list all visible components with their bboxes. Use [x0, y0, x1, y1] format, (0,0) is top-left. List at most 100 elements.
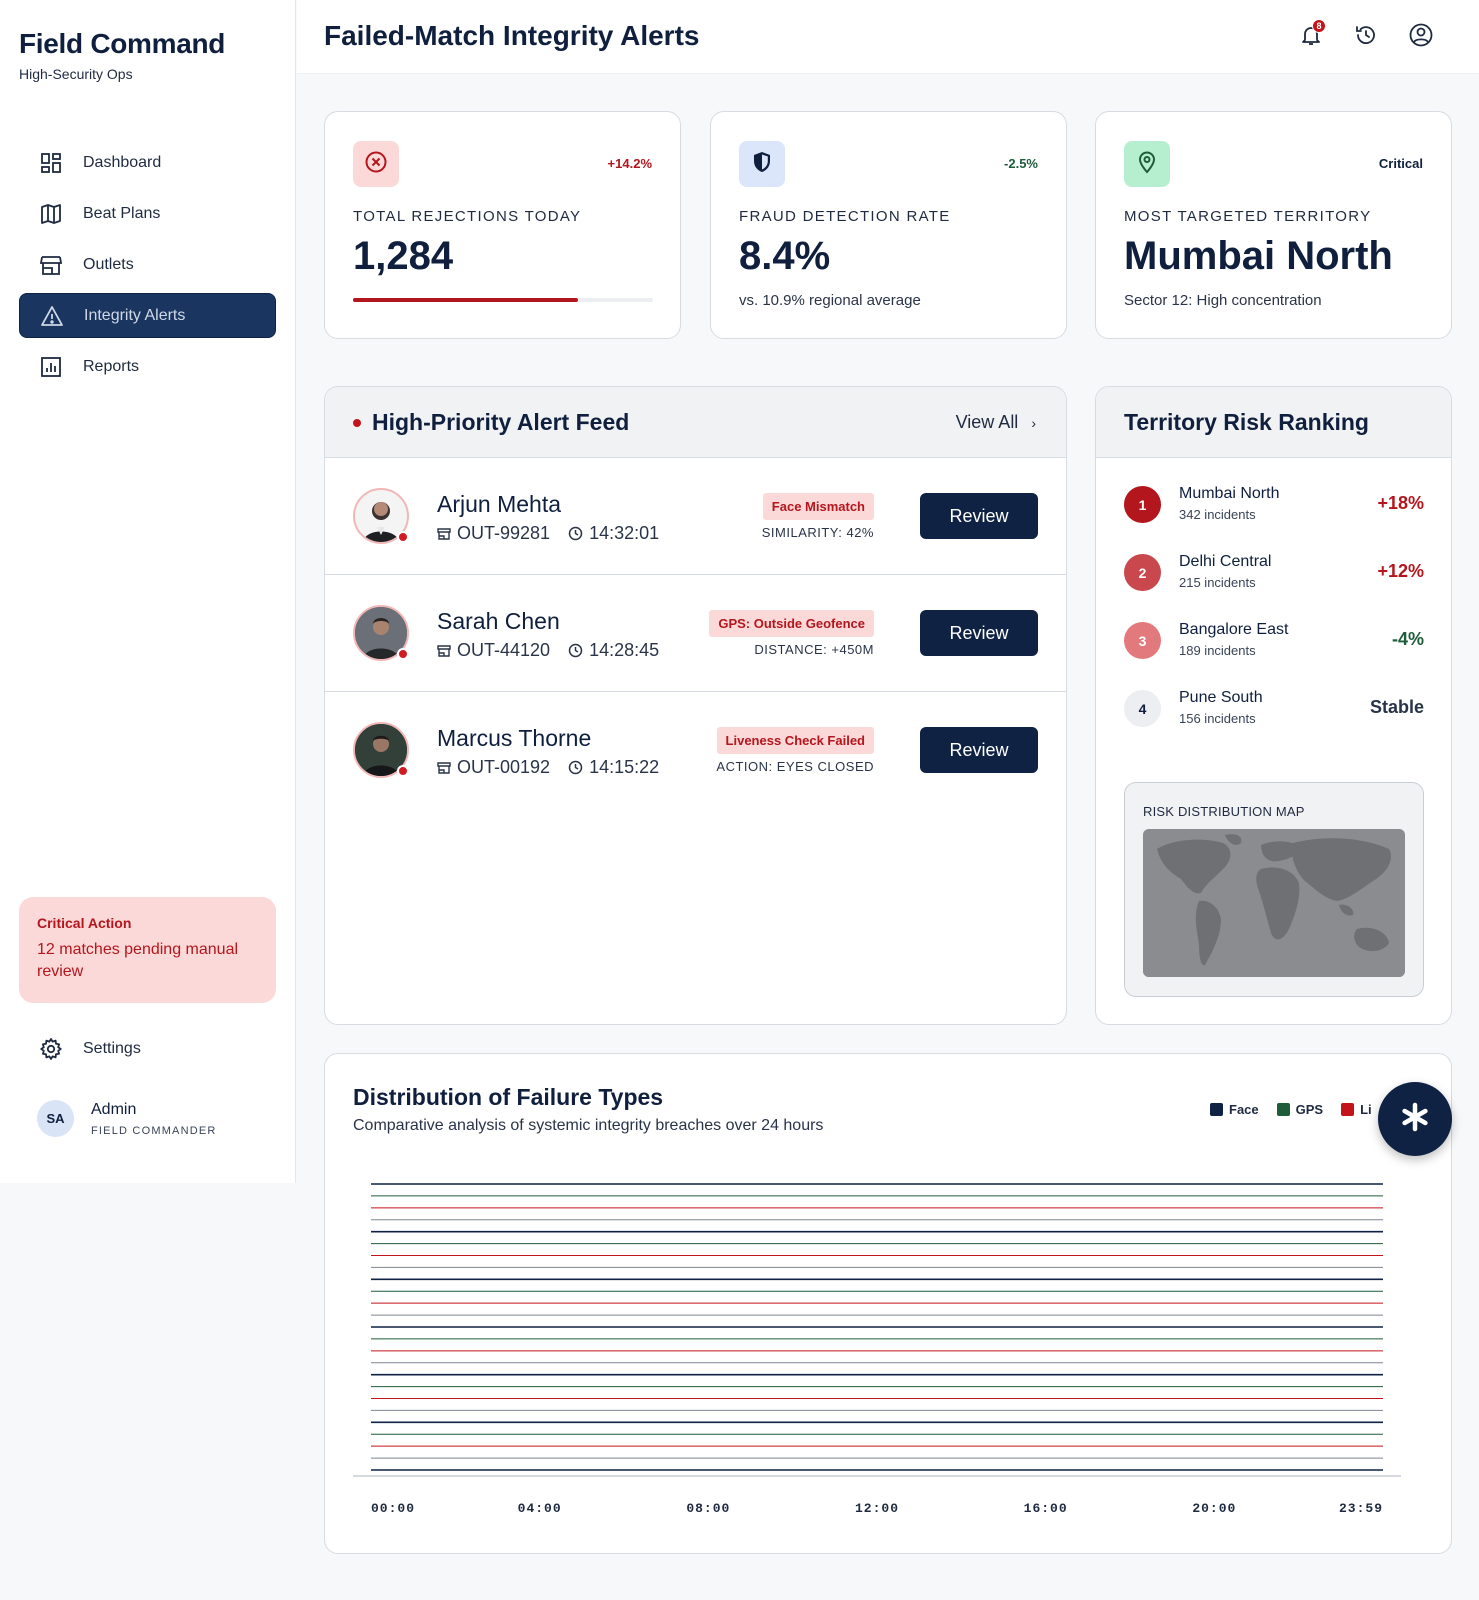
nav-item-beat-plans[interactable]: Beat Plans — [19, 191, 276, 236]
alert-time: 14:15:22 — [589, 757, 660, 777]
legend-label: Face — [1229, 1102, 1259, 1117]
territory-incidents: 156 incidents — [1179, 711, 1256, 726]
territory-rank-row[interactable]: 4 Pune South 156 incidents Stable — [1124, 683, 1424, 733]
territory-change: +18% — [1377, 493, 1424, 513]
critical-action-text: 12 matches pending manual review — [37, 941, 239, 980]
x-tick-label: 00:00 — [371, 1501, 415, 1516]
nav-item-reports[interactable]: Reports — [19, 344, 276, 389]
risk-distribution-map[interactable]: RISK DISTRIBUTION MAP — [1124, 782, 1424, 997]
sidebar: Field Command High-Security Ops Dashboar… — [0, 0, 296, 1183]
alert-person-name: Arjun Mehta — [437, 491, 562, 517]
territory-rank-row[interactable]: 1 Mumbai North 342 incidents +18% — [1124, 479, 1424, 529]
history-icon — [1354, 23, 1378, 52]
top-header: Failed-Match Integrity Alerts 8 — [297, 0, 1479, 74]
nav-label: Dashboard — [83, 153, 162, 171]
dashboard-icon — [39, 151, 63, 175]
failure-detail: DISTANCE: +450M — [754, 642, 874, 657]
outlet-id: OUT-00192 — [457, 757, 551, 777]
stat-note: Sector 12: High concentration — [1124, 292, 1322, 309]
nav-label: Outlets — [83, 255, 134, 273]
territory-incidents: 189 incidents — [1179, 643, 1256, 658]
review-button[interactable]: Review — [920, 493, 1038, 539]
territory-rank-row[interactable]: 3 Bangalore East 189 incidents -4% — [1124, 615, 1424, 665]
notifications-button[interactable]: 8 — [1297, 19, 1326, 51]
legend-swatch — [1210, 1103, 1223, 1116]
nav-item-dashboard[interactable]: Dashboard — [19, 140, 276, 185]
critical-action-box[interactable]: Critical Action 12 matches pending manua… — [19, 897, 276, 1003]
territory-header: Territory Risk Ranking — [1096, 387, 1451, 458]
rank-number: 2 — [1124, 554, 1161, 591]
nav-item-integrity-alerts[interactable]: Integrity Alerts — [19, 293, 276, 338]
clock-icon — [568, 643, 583, 658]
chart-plot: 00:00 04:00 08:00 12:00 16:00 20:00 23:59 — [353, 1183, 1401, 1516]
x-tick-label: 08:00 — [686, 1501, 730, 1516]
x-tick-label: 16:00 — [1024, 1501, 1068, 1516]
avatar: SA — [37, 1100, 74, 1137]
stat-label: TOTAL REJECTIONS TODAY — [353, 208, 582, 225]
view-all-label: View All — [955, 412, 1019, 432]
stat-delta: +14.2% — [607, 156, 652, 171]
x-tick-label: 04:00 — [518, 1501, 562, 1516]
territory-change: -4% — [1391, 629, 1424, 649]
stat-delta: Critical — [1378, 156, 1423, 171]
legend-label: GPS — [1295, 1102, 1324, 1117]
territory-name: Bangalore East — [1179, 621, 1289, 638]
map-label: RISK DISTRIBUTION MAP — [1143, 804, 1305, 819]
stat-label: FRAUD DETECTION RATE — [739, 208, 951, 225]
territory-name: Pune South — [1179, 689, 1263, 706]
failure-tag: Liveness Check Failed — [716, 727, 874, 754]
stat-value: 8.4% — [739, 234, 831, 278]
main-nav: Dashboard Beat Plans Outlets Integrity A… — [19, 140, 276, 395]
settings-link[interactable]: Settings — [19, 1026, 276, 1071]
alert-row: Arjun Mehta OUT-99281 14:32:01 Face Mism… — [325, 458, 1066, 575]
view-all-link[interactable]: View All › — [956, 412, 1036, 433]
review-button[interactable]: Review — [920, 727, 1038, 773]
territory-title: Territory Risk Ranking — [1124, 409, 1369, 435]
nav-item-outlets[interactable]: Outlets — [19, 242, 276, 287]
territory-rank-row[interactable]: 2 Delhi Central 215 incidents +12% — [1124, 547, 1424, 597]
stat-delta: -2.5% — [1004, 156, 1038, 171]
x-tick-label: 23:59 — [1339, 1501, 1383, 1516]
rejections-progress-bar — [353, 298, 653, 302]
gear-icon — [39, 1037, 63, 1061]
store-icon — [39, 253, 63, 277]
history-button[interactable] — [1352, 23, 1380, 51]
territory-change: Stable — [1369, 697, 1424, 717]
territory-name: Mumbai North — [1179, 485, 1280, 502]
shield-icon — [751, 150, 773, 179]
store-icon — [437, 644, 451, 658]
store-icon — [437, 761, 451, 775]
alert-person-name: Marcus Thorne — [437, 725, 592, 751]
stat-label: MOST TARGETED TERRITORY — [1124, 208, 1372, 225]
x-tick-label: 20:00 — [1192, 1501, 1236, 1516]
rank-number: 3 — [1124, 622, 1161, 659]
asterisk-icon — [1400, 1102, 1430, 1137]
territory-incidents: 342 incidents — [1179, 507, 1256, 522]
legend-item: Li — [1341, 1102, 1372, 1117]
failure-tag: Face Mismatch — [762, 493, 874, 520]
account-button[interactable] — [1407, 23, 1435, 51]
chart-legend: Face GPS Li — [1210, 1102, 1390, 1117]
stat-card-fraud-rate: -2.5% FRAUD DETECTION RATE 8.4% vs. 10.9… — [710, 111, 1067, 339]
world-map-image — [1143, 829, 1405, 977]
territory-incidents: 215 incidents — [1179, 575, 1256, 590]
settings-label: Settings — [83, 1039, 141, 1057]
failure-detail: ACTION: EYES CLOSED — [716, 759, 874, 774]
clock-icon — [568, 526, 583, 541]
critical-action-title: Critical Action — [37, 915, 132, 931]
legend-swatch — [1341, 1103, 1355, 1116]
user-profile[interactable]: SA Admin FIELD COMMANDER — [37, 1100, 217, 1137]
progress-fill — [353, 298, 578, 302]
status-dot — [397, 648, 409, 660]
stat-card-rejections: +14.2% TOTAL REJECTIONS TODAY 1,284 — [324, 111, 681, 339]
review-button[interactable]: Review — [920, 610, 1038, 656]
assistant-fab-button[interactable] — [1378, 1082, 1452, 1156]
stat-card-territory: Critical MOST TARGETED TERRITORY Mumbai … — [1095, 111, 1452, 339]
stat-value: Mumbai North — [1124, 234, 1393, 278]
stat-note: vs. 10.9% regional average — [739, 292, 921, 309]
failure-detail: SIMILARITY: 42% — [761, 525, 874, 540]
brand-title: Field Command — [19, 28, 226, 59]
brand: Field Command High-Security Ops — [19, 28, 225, 82]
user-circle-icon — [1408, 22, 1434, 53]
alert-row: Marcus Thorne OUT-00192 14:15:22 Livenes… — [325, 692, 1066, 809]
